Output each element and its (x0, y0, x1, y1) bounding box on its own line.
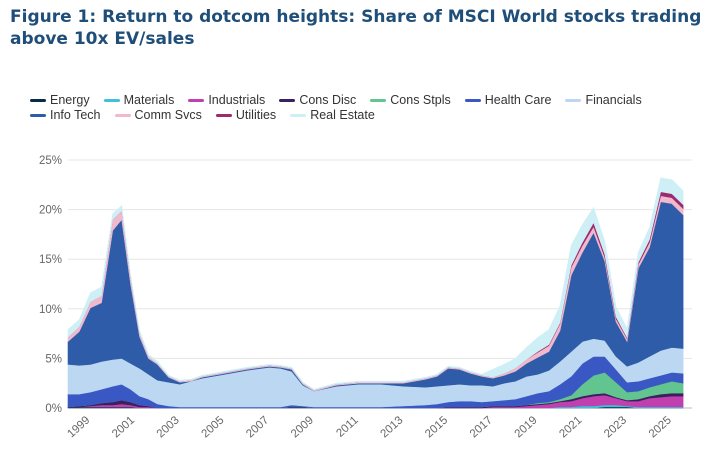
legend-label: Cons Disc (299, 93, 357, 107)
legend-label: Comm Svcs (134, 108, 202, 122)
x-tick-label: 2003 (155, 414, 182, 440)
x-tick-label: 2019 (513, 414, 540, 440)
legend-swatch (290, 113, 307, 117)
y-tick-label: 15% (39, 254, 62, 266)
chart-title-line-1: Figure 1: Return to dotcom heights: Shar… (10, 7, 702, 27)
legend-swatch (103, 98, 120, 102)
y-tick-label: 5% (45, 353, 62, 365)
legend-label: Real Estate (310, 108, 375, 122)
legend-item-comm-svcs: Comm Svcs (114, 108, 202, 122)
legend-label: Health Care (484, 93, 552, 107)
chart-title: Figure 1: Return to dotcom heights: Shar… (10, 6, 710, 50)
legend-label: Industrials (208, 93, 266, 107)
area-series (67, 177, 684, 409)
legend-label: Info Tech (50, 108, 101, 122)
legend-item-industrials: Industrials (188, 93, 265, 107)
legend-item-info-tech: Info Tech (30, 108, 101, 122)
legend-label: Utilities (235, 108, 277, 122)
chart-title-line-2: above 10x EV/sales (10, 29, 195, 49)
x-tick-label: 2025 (647, 414, 674, 440)
y-tick-label: 10% (39, 304, 62, 316)
legend-item-energy: Energy (30, 93, 90, 107)
legend-swatch (370, 98, 387, 102)
legend-item-cons-disc: Cons Disc (279, 93, 356, 107)
x-tick-label: 2007 (244, 414, 271, 440)
legend-swatch (30, 113, 46, 117)
x-tick-label: 2021 (557, 414, 584, 440)
legend-label: Cons Stpls (390, 93, 451, 107)
x-tick-label: 1999 (65, 414, 92, 440)
legend-item-financials: Financials (565, 93, 642, 107)
x-tick-label: 2023 (602, 414, 629, 440)
legend-swatch (279, 98, 296, 102)
legend-item-utilities: Utilities (215, 108, 277, 122)
y-tick-label: 20% (39, 205, 62, 217)
y-axis: 0% 5% 10% 15% 20% 25% (39, 155, 62, 415)
legend-label: Energy (50, 93, 90, 107)
legend-item-cons-stpls: Cons Stpls (370, 93, 451, 107)
legend-label: Financials (585, 93, 642, 107)
legend-label: Materials (123, 93, 175, 107)
x-axis: 1999 2001 2003 2005 2007 2009 2011 2013 2015 2017… (65, 414, 674, 440)
y-tick-label: 0% (45, 403, 62, 415)
x-tick-label: 2015 (423, 414, 450, 440)
x-tick-label: 2013 (378, 414, 405, 440)
x-tick-label: 2001 (110, 414, 137, 440)
legend-item-materials: Materials (103, 93, 175, 107)
legend-swatch (114, 113, 131, 117)
legend-swatch (188, 98, 205, 102)
y-tick-label: 25% (39, 155, 62, 167)
chart-legend: Energy Materials Industrials Cons Disc Cons … (30, 93, 690, 122)
area-real-estate (67, 177, 684, 391)
x-tick-label: 2005 (200, 414, 227, 440)
x-tick-label: 2011 (334, 414, 360, 439)
x-tick-label: 2017 (468, 414, 495, 440)
legend-swatch (215, 113, 232, 117)
legend-swatch (464, 98, 481, 102)
legend-item-real-estate: Real Estate (290, 108, 375, 122)
legend-item-health-care: Health Care (464, 93, 552, 107)
legend-swatch (565, 98, 582, 102)
legend-swatch (30, 98, 46, 102)
x-tick-label: 2009 (289, 414, 316, 440)
